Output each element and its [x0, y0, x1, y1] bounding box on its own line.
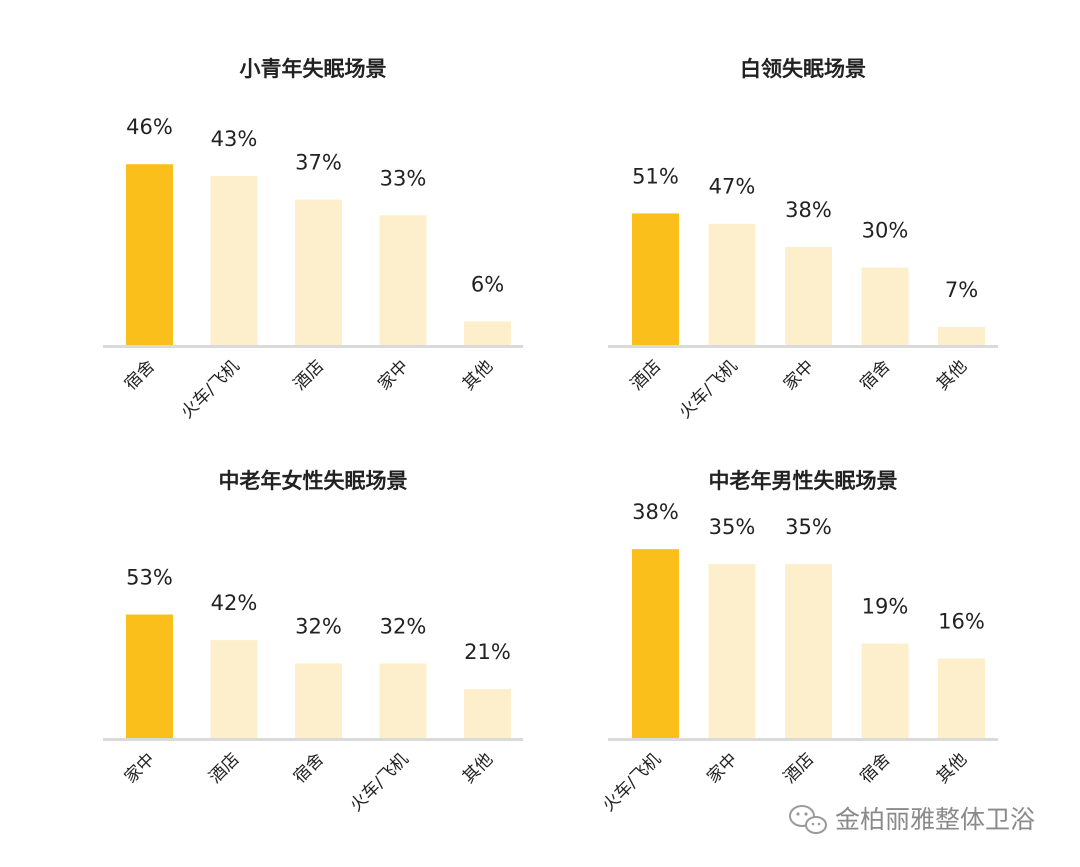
- bar: [938, 326, 985, 345]
- data-label: 42%: [211, 591, 258, 615]
- category-label: 其他: [459, 749, 497, 787]
- category-label: 火车/飞机: [675, 356, 741, 422]
- chart-panel-4: 中老年男性失眠场景 38% 火车/飞机 35% 家中 35% 酒店 19% 宿舍 16% 其他: [599, 469, 998, 816]
- chart-title: 中老年女性失眠场景: [219, 469, 408, 493]
- data-label: 46%: [126, 115, 173, 139]
- data-label: 37%: [295, 151, 342, 175]
- category-label: 宿舍: [290, 749, 328, 787]
- bar: [785, 246, 832, 345]
- chart-title: 小青年失眠场景: [240, 57, 387, 81]
- bar: [379, 215, 427, 345]
- bar: [861, 643, 909, 738]
- category-label: 酒店: [780, 749, 818, 787]
- data-label: 33%: [380, 166, 427, 190]
- category-label: 家中: [703, 749, 741, 787]
- bar: [295, 199, 342, 345]
- category-label: 宿舍: [121, 356, 159, 394]
- data-label: 16%: [938, 609, 985, 633]
- data-label: 43%: [211, 127, 258, 151]
- chart-title: 中老年男性失眠场景: [709, 469, 898, 493]
- category-label: 宿舍: [856, 356, 894, 394]
- data-label: 32%: [295, 614, 342, 638]
- bar: [126, 614, 173, 738]
- category-label: 其他: [933, 356, 971, 394]
- data-label: 51%: [632, 164, 679, 188]
- category-label: 家中: [374, 356, 412, 394]
- chart-title: 白领失眠场景: [740, 57, 866, 81]
- category-label: 火车/飞机: [599, 749, 665, 815]
- bar: [938, 658, 985, 738]
- watermark-text: 金柏丽雅整体卫浴: [835, 805, 1035, 834]
- bar: [632, 549, 679, 738]
- data-label: 35%: [785, 515, 832, 539]
- bar: [126, 164, 173, 345]
- bar: [785, 564, 832, 738]
- chart-panel-1: 小青年失眠场景 46% 宿舍 43% 火车/飞机 37% 酒店 33% 家中 6% 其他: [103, 57, 523, 423]
- watermark: 金柏丽雅整体卫浴: [789, 805, 1035, 834]
- data-label: 30%: [862, 219, 909, 243]
- bar: [861, 267, 909, 345]
- data-label: 21%: [464, 640, 511, 664]
- category-label: 火车/飞机: [346, 749, 412, 815]
- chart-panel-2: 白领失眠场景 51% 酒店 47% 火车/飞机 38% 家中 30% 宿舍 7% 其他: [608, 57, 998, 423]
- data-label: 38%: [785, 198, 832, 222]
- category-label: 宿舍: [856, 749, 894, 787]
- bar: [708, 564, 756, 738]
- bar: [295, 663, 342, 738]
- data-label: 6%: [471, 272, 504, 296]
- category-label: 酒店: [205, 749, 243, 787]
- data-label: 53%: [126, 566, 173, 590]
- bar: [210, 176, 258, 345]
- category-label: 酒店: [290, 356, 328, 394]
- bar: [632, 213, 679, 345]
- data-label: 32%: [380, 614, 427, 638]
- data-label: 19%: [862, 595, 909, 619]
- data-label: 7%: [945, 278, 978, 302]
- chart-panel-3: 中老年女性失眠场景 53% 家中 42% 酒店 32% 宿舍 32% 火车/飞机 21% 其他: [103, 469, 523, 816]
- data-label: 47%: [709, 175, 756, 199]
- category-label: 火车/飞机: [177, 356, 243, 422]
- bar: [210, 640, 258, 738]
- category-label: 其他: [459, 356, 497, 394]
- data-label: 38%: [632, 500, 679, 524]
- category-label: 家中: [780, 356, 818, 394]
- category-label: 酒店: [627, 356, 665, 394]
- bar: [464, 689, 511, 738]
- bar: [379, 663, 427, 738]
- category-label: 其他: [933, 749, 971, 787]
- data-label: 35%: [709, 515, 756, 539]
- bar: [708, 223, 756, 345]
- category-label: 家中: [121, 749, 159, 787]
- bar: [464, 321, 511, 345]
- wechat-icon: [789, 805, 827, 834]
